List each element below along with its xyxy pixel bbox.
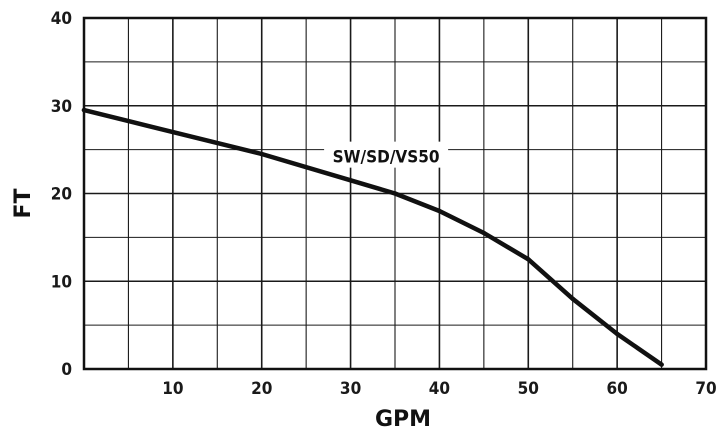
data-point: [259, 151, 264, 157]
x-tick-label: 10: [162, 379, 183, 399]
data-point: [481, 230, 487, 236]
data-point: [348, 178, 353, 183]
series-group: SW/SD/VS50: [81, 107, 664, 367]
x-tick-label: 40: [429, 379, 450, 399]
data-point: [437, 208, 442, 214]
y-tick-label: 20: [51, 185, 72, 205]
x-tick-label: 20: [251, 379, 272, 399]
data-point: [659, 362, 664, 367]
series-label: SW/SD/VS50: [333, 148, 440, 168]
y-axis-label: FT: [11, 188, 36, 218]
y-tick-label: 40: [51, 9, 72, 29]
data-point: [614, 331, 620, 337]
x-tick-label: 50: [518, 379, 539, 399]
data-point: [526, 257, 531, 262]
data-point: [81, 107, 87, 113]
y-tick-label: 10: [51, 272, 72, 292]
data-point: [170, 129, 176, 135]
series-label-background: [324, 141, 449, 168]
x-tick-label: 70: [695, 379, 716, 399]
x-axis-label: GPM: [375, 407, 431, 432]
data-point: [570, 296, 575, 301]
x-tick-labels: 10 20 30 40 50 60 70: [162, 379, 716, 399]
x-tick-label: 60: [606, 379, 627, 399]
y-tick-label: 30: [51, 97, 72, 117]
x-tick-label: 30: [340, 379, 361, 399]
y-tick-labels: 0 10 20 30 40: [51, 9, 72, 380]
data-point: [392, 191, 398, 196]
grid-major: [84, 18, 706, 369]
y-tick-label: 0: [61, 360, 72, 380]
plot-frame: [82, 16, 708, 371]
